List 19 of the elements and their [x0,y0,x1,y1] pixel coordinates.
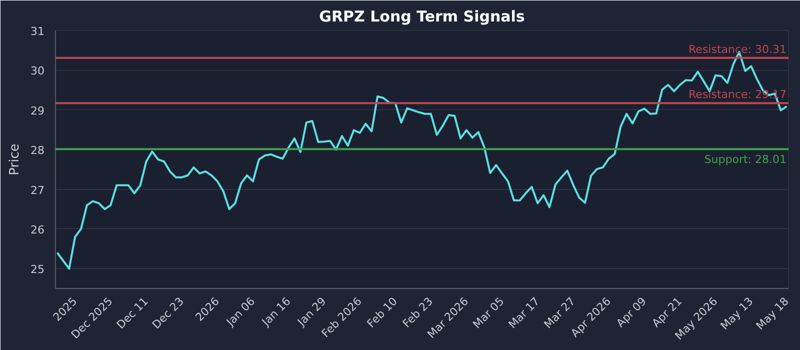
x-tick-label: Dec 11 [114,294,151,332]
ref-line-label: Support: 28.01 [704,153,787,166]
x-tick-label: Feb 10 [364,294,400,330]
x-tick-label: Mar 17 [506,294,542,332]
y-tick-label: 30 [30,64,45,78]
y-tick-label: 26 [30,223,45,236]
y-tick-label: 29 [30,104,45,118]
y-tick-label: 31 [30,25,45,38]
x-tick-label: Jan 06 [223,294,258,330]
y-axis-title: Price [8,144,23,176]
y-tick-label: 27 [30,184,45,197]
x-tick-label: Jan 16 [258,294,294,330]
y-tick-label: 28 [30,144,45,158]
ref-line-label: Resistance: 30.31 [688,42,786,56]
x-tick-label: Apr 09 [614,294,649,330]
x-tick-label: Dec 23 [150,294,186,332]
chart-title: GRPZ Long Term Signals [319,8,525,26]
y-tick-label: 25 [30,263,45,276]
x-tick-label: Mar 05 [470,294,507,332]
